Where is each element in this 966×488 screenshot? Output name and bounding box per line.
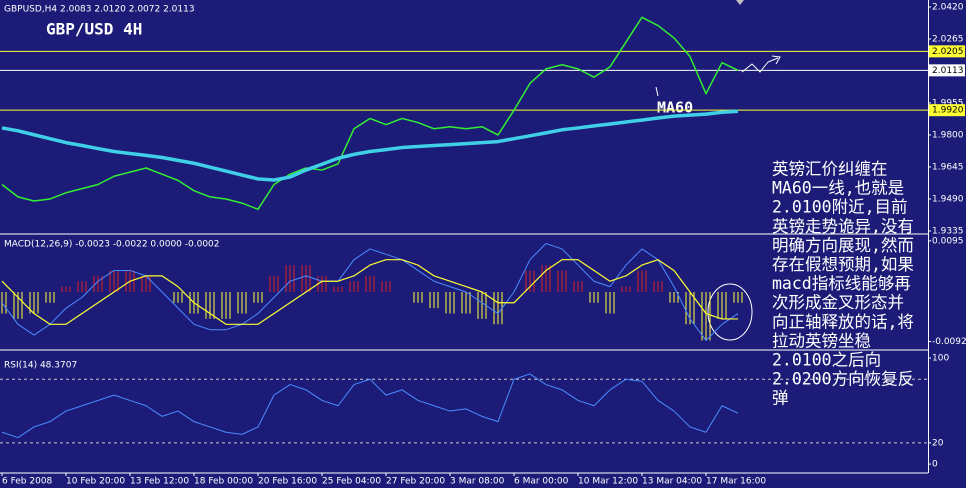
x-tick-label: 25 Feb 04:00 bbox=[322, 477, 381, 487]
x-tick-label: 6 Mar 00:00 bbox=[514, 477, 569, 487]
scroll-marker bbox=[736, 0, 744, 5]
x-tick-label: 18 Feb 00:00 bbox=[194, 477, 253, 487]
series-line bbox=[1, 16, 739, 211]
annotation-line: 弹 bbox=[772, 389, 789, 408]
series-line bbox=[1, 373, 739, 439]
x-tick-label: 17 Mar 16:00 bbox=[706, 477, 766, 487]
annotation-line: 存在假想预期,如果 bbox=[772, 255, 914, 274]
annotation-line: 英镑汇价纠缠在 bbox=[772, 160, 888, 179]
price-label: 2.0205 bbox=[932, 47, 964, 57]
y-tick-label: 100 bbox=[932, 354, 949, 364]
y-tick-label: 1.9335 bbox=[932, 226, 964, 236]
annotation-line: MA60一线,也就是 bbox=[772, 179, 904, 198]
annotation-line: 2.0100之后向 bbox=[772, 351, 881, 370]
arrow bbox=[741, 57, 779, 73]
panel-title: MACD(12,26,9) -0.0023 -0.0022 0.0000 -0.… bbox=[4, 240, 220, 250]
annotation-line: 2.0100附近,目前 bbox=[772, 198, 908, 217]
x-tick-label: 20 Feb 16:00 bbox=[258, 477, 317, 487]
series-line bbox=[1, 259, 738, 325]
chart-subtitle: GBP/USD 4H bbox=[46, 20, 142, 39]
arrow-head bbox=[771, 55, 781, 65]
y-tick-label: 0 bbox=[932, 460, 938, 470]
annotation-line: macd指标线能够再 bbox=[772, 274, 911, 293]
x-tick-label: 10 Mar 12:00 bbox=[578, 477, 638, 487]
frames bbox=[0, 0, 929, 474]
annotation-line: 明确方向展现,然而 bbox=[772, 236, 914, 255]
y-tick-label: 1.9800 bbox=[932, 130, 964, 140]
price-label-box bbox=[929, 104, 965, 117]
annotation-line: 2.0200方向恢复反 bbox=[772, 370, 914, 389]
panel-title: RSI(14) 48.3707 bbox=[4, 361, 77, 371]
y-tick-label: 20 bbox=[932, 438, 944, 448]
y-tick-label: 2.0265 bbox=[932, 34, 964, 44]
x-tick-label: 3 Mar 08:00 bbox=[450, 477, 505, 487]
chart-title: GBPUSD,H4 2.0083 2.0120 2.0072 2.0113 bbox=[4, 5, 195, 15]
price-label: 2.0113 bbox=[932, 66, 964, 76]
x-tick-label: 13 Mar 04:00 bbox=[642, 477, 702, 487]
x-tick-label: 27 Feb 20:00 bbox=[386, 477, 445, 487]
price-label: 1.9920 bbox=[932, 106, 964, 116]
annotation-line: 英镑走势诡异,没有 bbox=[772, 217, 914, 236]
y-tick-label: 0.0095 bbox=[932, 236, 964, 246]
x-tick-label: 13 Feb 12:00 bbox=[130, 477, 189, 487]
y-tick-label: 1.9490 bbox=[932, 194, 964, 204]
annotation-line: 次形成金叉形态并 bbox=[772, 293, 904, 312]
highlight-circle bbox=[707, 283, 753, 341]
y-tick-label: 1.9955 bbox=[932, 98, 964, 108]
annotation-line: 向正轴释放的话,将 bbox=[772, 312, 914, 331]
y-tick-label: 1.9645 bbox=[932, 162, 964, 172]
x-tick-label: 6 Feb 2008 bbox=[2, 477, 53, 487]
x-tick-label: 10 Feb 20:00 bbox=[66, 477, 125, 487]
y-tick-label: 2.0420 bbox=[932, 2, 964, 12]
series-label: MA60 bbox=[657, 99, 693, 117]
series-line bbox=[1, 109, 739, 182]
annotation-line: 拉动英镑坐稳 bbox=[772, 331, 871, 350]
pointer bbox=[655, 86, 659, 97]
price-label-box bbox=[929, 45, 965, 58]
y-tick-label: -0.0092 bbox=[932, 337, 966, 347]
price-label-box bbox=[929, 64, 965, 77]
